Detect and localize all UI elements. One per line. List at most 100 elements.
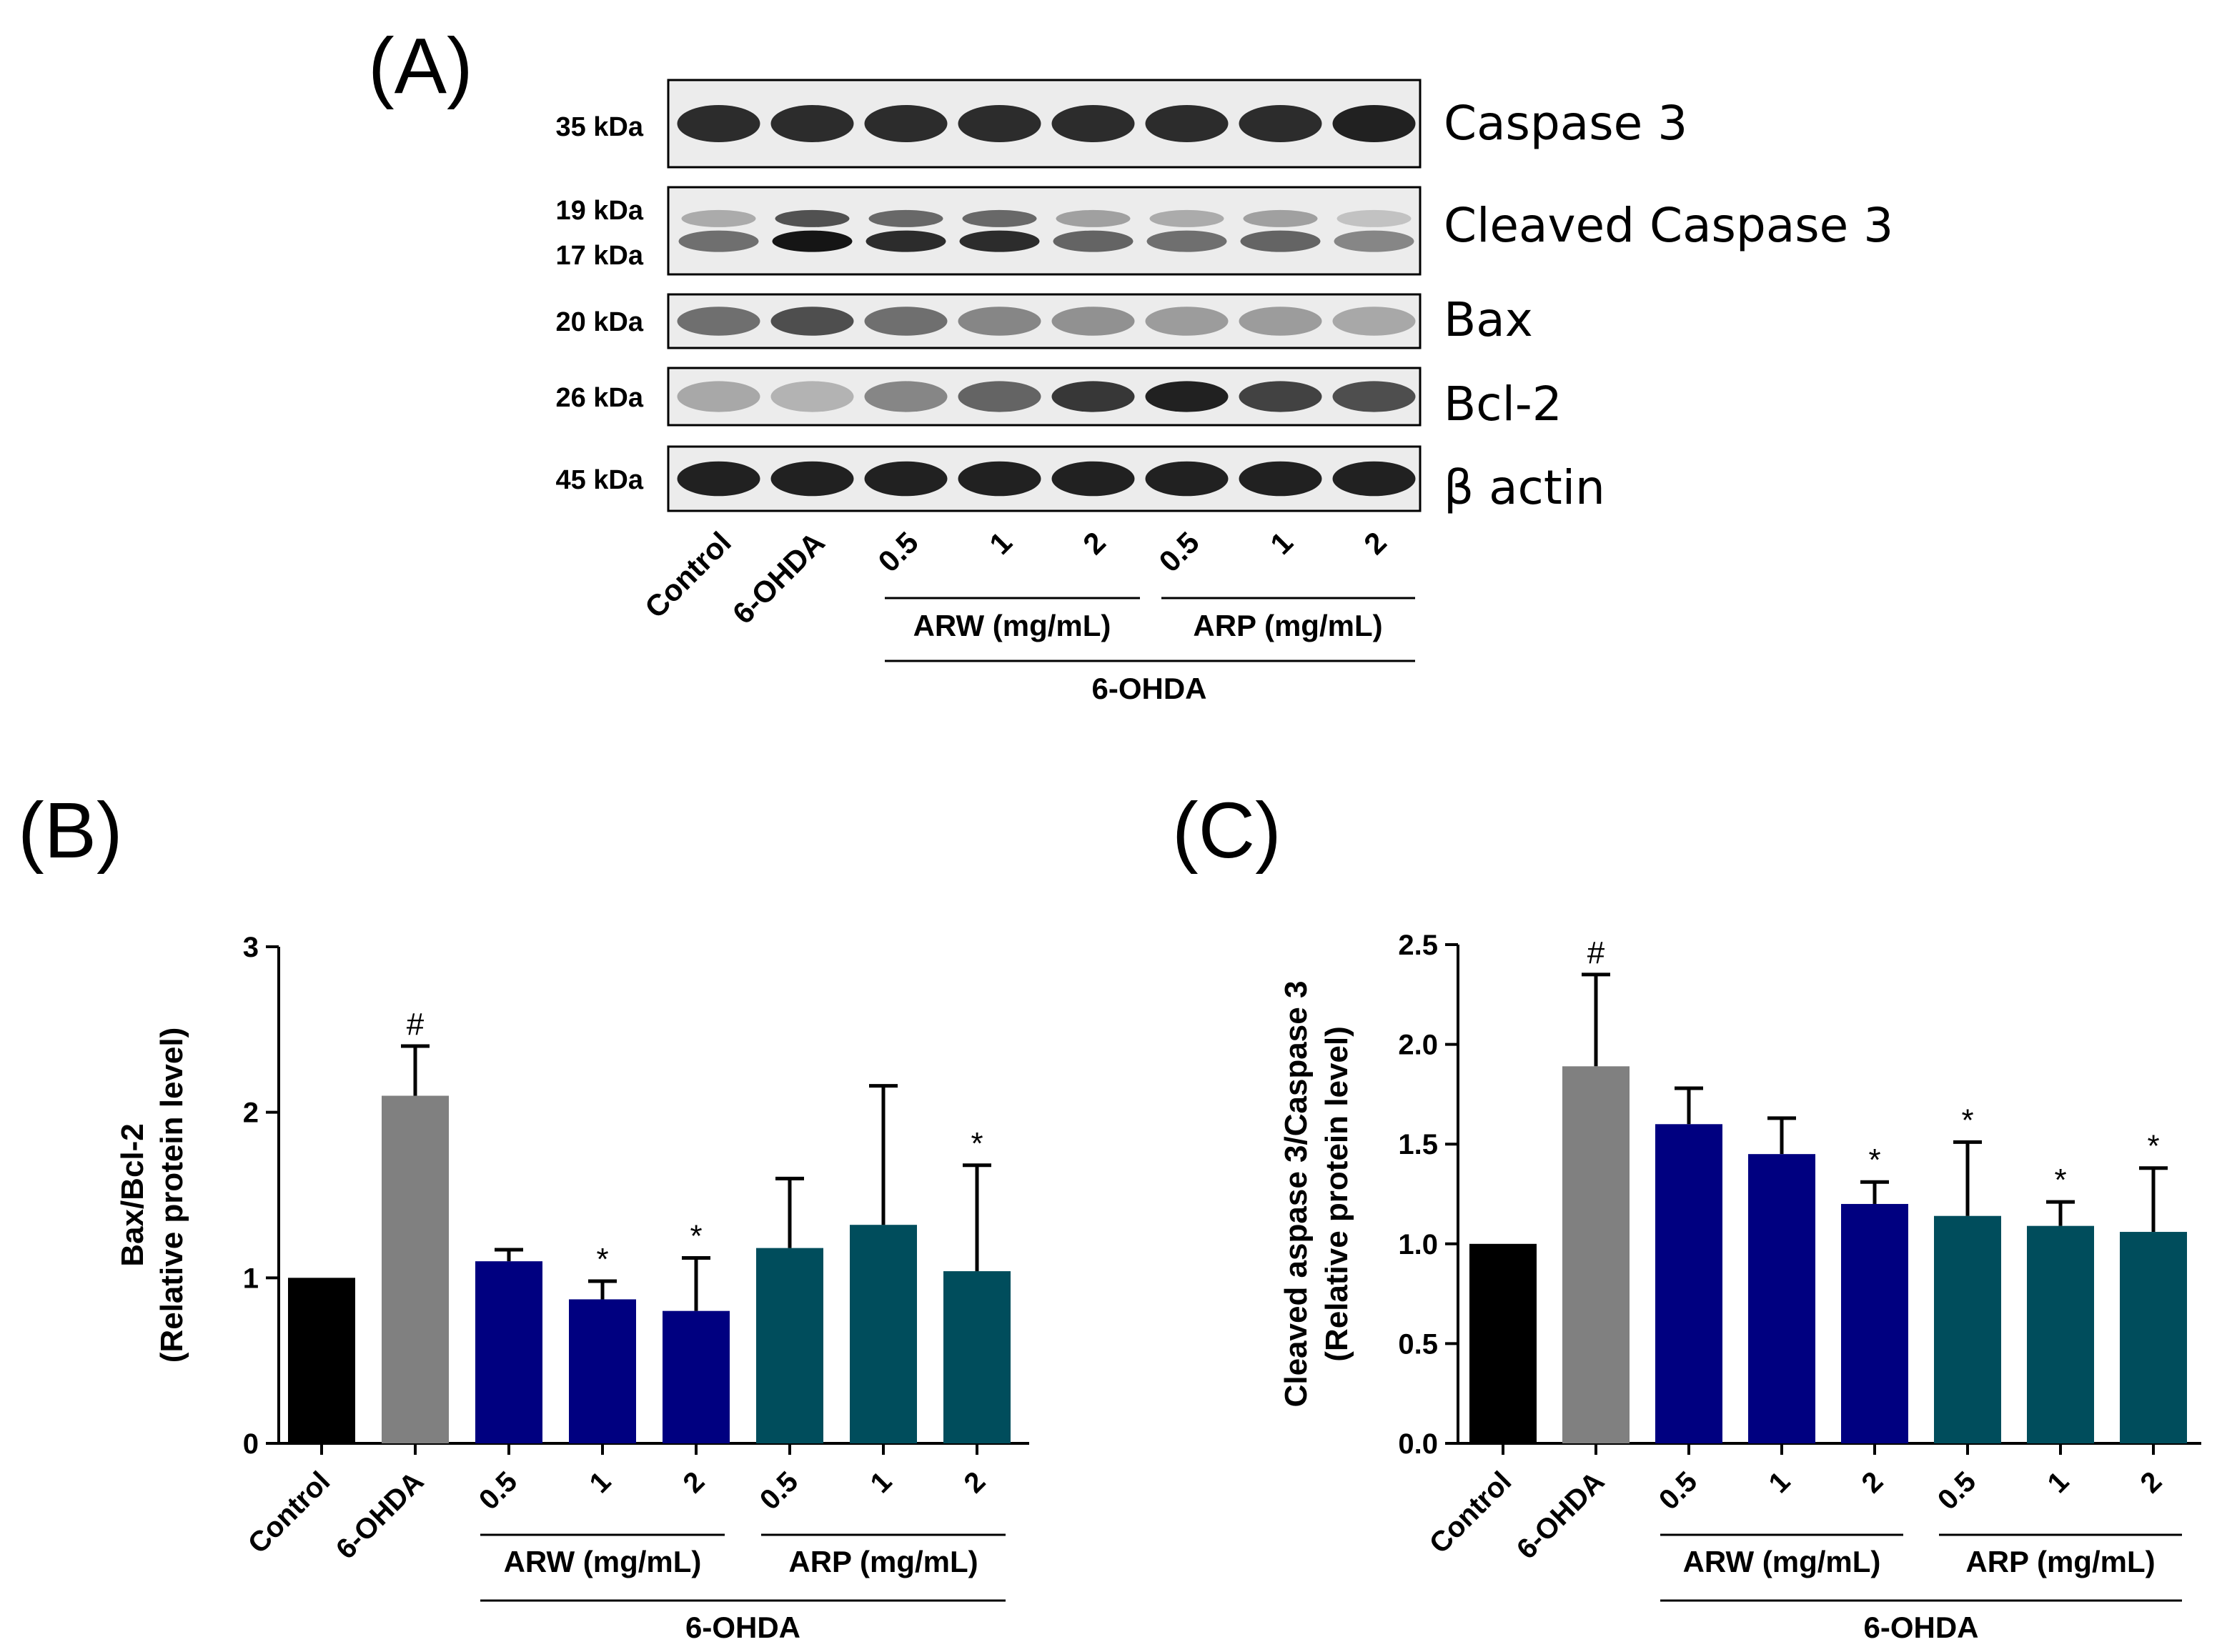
cleaved-caspase-chart: (C) Cleaved aspase 3/Caspase 3 (Relative …: [1172, 787, 2201, 1644]
kda-label: 20 kDa: [555, 307, 643, 337]
band-upper: [962, 209, 1037, 227]
band: [1332, 307, 1416, 336]
band: [864, 105, 948, 142]
blot-frame: [667, 186, 1422, 276]
significance-marker: *: [596, 1242, 608, 1277]
band: [1145, 381, 1229, 412]
band: [1239, 307, 1322, 336]
y-tick-label: 0: [243, 1428, 259, 1460]
band: [1332, 105, 1416, 142]
lane-label: 1: [1264, 525, 1299, 561]
panel-c-label: (C): [1172, 787, 1281, 875]
band: [1239, 381, 1322, 412]
band-upper: [1243, 209, 1318, 227]
x-tick-label: 2: [678, 1466, 711, 1499]
band-upper: [681, 209, 756, 227]
kda-label: 19 kDa: [555, 196, 643, 226]
arw-group-label: ARW (mg/mL): [913, 609, 1111, 642]
band: [1145, 105, 1229, 142]
treatment-label: 6-OHDA: [1091, 672, 1206, 705]
band: [770, 105, 854, 142]
blot-group-labels: ARW (mg/mL) ARP (mg/mL) 6-OHDA: [885, 597, 1415, 705]
x-tick-label: 1: [584, 1466, 618, 1499]
band: [1332, 381, 1416, 412]
lane-label: 1: [983, 525, 1018, 561]
blot-strips: 35 kDa Caspase 3 19 kDa 17 kDa Cleaved Caspa…: [555, 79, 1893, 515]
lane-label: Control: [638, 525, 738, 625]
x-tick-label: 6-OHDA: [330, 1466, 430, 1566]
panel-a-label: (A): [368, 22, 473, 110]
bar: [288, 1278, 355, 1443]
band: [1145, 461, 1229, 497]
treatment-label: 6-OHDA: [1863, 1611, 1978, 1644]
kda-label: 45 kDa: [555, 465, 643, 495]
arw-group-label: ARW (mg/mL): [1683, 1545, 1881, 1578]
arp-group-label: ARP (mg/mL): [1193, 609, 1382, 642]
bar: [2120, 1232, 2187, 1443]
band-lower: [1334, 230, 1414, 252]
blot-strip: 35 kDa Caspase 3: [555, 79, 1687, 169]
significance-marker: #: [1587, 935, 1605, 970]
bar: [1748, 1154, 1815, 1443]
band: [864, 381, 948, 412]
lane-label: 6-OHDA: [726, 525, 831, 630]
band: [864, 461, 948, 497]
significance-marker: *: [1961, 1103, 1973, 1138]
bar: [382, 1095, 449, 1443]
significance-marker: *: [971, 1126, 983, 1161]
band: [1239, 105, 1322, 142]
band: [1332, 461, 1416, 497]
blot-name-label: β actin: [1444, 460, 1605, 515]
blot-name-label: Bcl-2: [1444, 377, 1562, 432]
y-axis-label: (Relative protein level): [1319, 1026, 1354, 1361]
bar: [1469, 1243, 1537, 1443]
y-tick-label: 0.0: [1398, 1428, 1438, 1460]
blot-strip: 45 kDa β actin: [555, 445, 1605, 515]
band-lower: [678, 230, 759, 252]
blot-name-label: Caspase 3: [1444, 96, 1687, 151]
x-tick-label: 0.5: [754, 1466, 804, 1516]
band: [958, 307, 1041, 336]
x-tick-label: Control: [242, 1466, 337, 1560]
band-lower: [772, 230, 853, 252]
band: [770, 307, 854, 336]
treatment-label: 6-OHDA: [685, 1611, 800, 1644]
x-tick-label: 0.5: [473, 1466, 523, 1516]
band: [770, 381, 854, 412]
bar: [1562, 1066, 1630, 1443]
blot-name-label: Bax: [1444, 292, 1533, 347]
band-lower: [866, 230, 946, 252]
significance-marker: *: [690, 1219, 702, 1254]
lane-label: 2: [1357, 525, 1393, 561]
bar: [569, 1299, 636, 1443]
band-lower: [1053, 230, 1134, 252]
bar: [943, 1271, 1011, 1443]
bar: [1934, 1215, 2001, 1443]
lane-label: 2: [1076, 525, 1112, 561]
y-axis-label: (Relative protein level): [154, 1027, 189, 1363]
bar: [2027, 1225, 2094, 1443]
band: [1145, 307, 1229, 336]
y-axis-label: Bax/Bcl-2: [115, 1123, 150, 1267]
x-tick-label: Control: [1424, 1466, 1518, 1560]
x-tick-label: 1: [865, 1466, 898, 1499]
y-tick-label: 3: [243, 932, 259, 963]
band: [958, 381, 1041, 412]
band: [958, 105, 1041, 142]
bar: [663, 1310, 730, 1443]
x-tick-label: 6-OHDA: [1511, 1466, 1611, 1566]
band-upper: [1149, 209, 1224, 227]
significance-marker: *: [2147, 1129, 2159, 1164]
bar: [475, 1261, 542, 1443]
significance-marker: *: [2054, 1163, 2066, 1198]
kda-label: 35 kDa: [555, 112, 643, 142]
bar: [1655, 1124, 1722, 1443]
band: [958, 461, 1041, 497]
y-tick-label: 1.5: [1398, 1129, 1438, 1160]
band: [864, 307, 948, 336]
x-tick-label: 2: [2135, 1466, 2168, 1499]
bar: [1841, 1203, 1908, 1443]
y-axis-label: Cleaved aspase 3/Caspase 3: [1279, 981, 1314, 1408]
band-lower: [959, 230, 1040, 252]
